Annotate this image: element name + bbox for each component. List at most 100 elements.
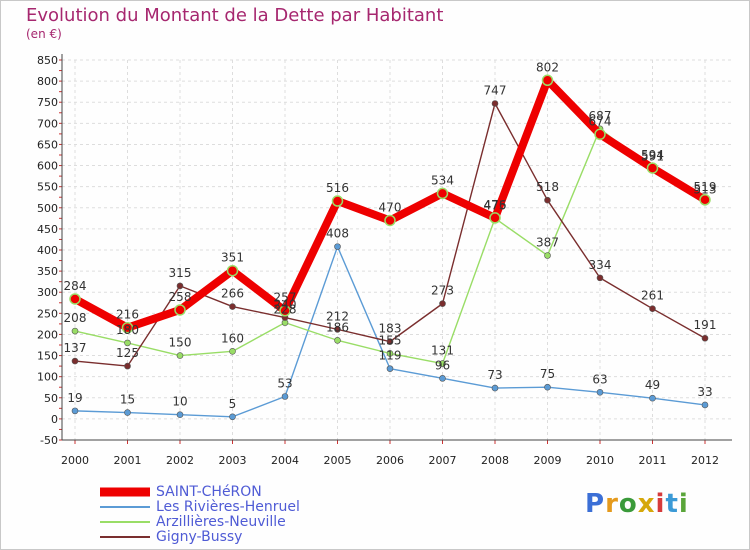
data-point [439,300,446,307]
data-label: 516 [326,181,349,195]
x-tick-label: 2001 [114,454,142,467]
proxiti-logo: Proxiti [585,489,689,519]
y-tick-label: 750 [37,96,58,109]
data-label: 261 [641,289,664,303]
data-point [71,327,79,335]
chart-subtitle: (en €) [26,27,62,41]
data-point [174,304,186,316]
data-label: 273 [431,284,454,298]
data-label: 315 [169,266,192,280]
y-tick-label: 550 [37,181,58,194]
data-point [544,252,551,259]
data-point [541,74,554,87]
legend-label-saint-cheron: SAINT-CHéRON [156,484,262,500]
data-point [594,128,606,141]
data-point [71,357,79,365]
x-tick-label: 2003 [219,454,247,467]
data-point [331,195,344,207]
x-tick-label: 2009 [534,454,562,467]
logo-letter: o [618,489,638,519]
data-point [71,407,79,415]
data-label: 183 [379,322,402,336]
y-tick-label: 300 [37,286,58,299]
data-point [436,187,449,200]
data-label: 160 [221,331,244,345]
y-tick-label: 100 [37,371,58,384]
data-point [279,305,291,317]
data-label: 212 [326,309,349,323]
legend-label-les-rivieres-henruel: Les Rivières-Henruel [156,499,300,515]
data-point [646,162,659,174]
data-point [124,362,131,370]
data-label: 518 [536,180,559,194]
y-tick-label: 400 [37,244,58,257]
data-point [386,350,394,357]
data-point [439,360,446,367]
legend-swatch-0 [100,487,150,497]
data-label: 687 [589,109,612,123]
data-point [124,409,131,416]
data-label: 150 [169,336,192,350]
data-label: 534 [431,173,454,187]
data-point [701,334,709,342]
x-tick-label: 2008 [481,454,509,467]
data-point [281,393,289,400]
y-tick-label: 50 [44,392,58,405]
data-label: 180 [116,323,139,337]
logo-letter: P [585,489,606,519]
data-label: 476 [484,198,507,212]
data-label: 191 [694,318,717,332]
data-point [489,212,501,224]
x-tick-label: 2012 [691,454,719,467]
data-point [439,375,446,382]
data-label: 131 [431,344,454,358]
data-point [124,339,131,347]
data-point [596,274,604,282]
data-label: 19 [67,391,82,405]
logo-letter: i [678,489,689,519]
data-point [701,401,709,409]
data-label: 240 [274,298,297,312]
data-point [491,100,499,107]
data-point [229,413,236,421]
data-point [69,293,81,305]
y-tick-label: 650 [37,138,58,151]
data-label: 594 [641,148,664,162]
data-label: 228 [274,303,297,317]
data-label: 591 [641,149,664,163]
y-tick-label: 0 [51,413,58,426]
data-point [334,243,341,250]
data-label: 747 [484,83,507,97]
data-label: 470 [379,200,402,214]
y-tick-label: 450 [37,223,58,236]
x-tick-label: 2006 [376,454,404,467]
legend-swatch-3 [100,536,150,538]
y-tick-label: 500 [37,202,58,215]
y-tick-label: 850 [37,54,58,67]
data-label: 49 [645,378,660,392]
data-point [699,194,711,206]
data-label: 10 [172,395,187,409]
data-label: 125 [116,346,139,360]
data-label: 674 [589,114,612,128]
data-label: 53 [277,377,292,391]
y-tick-label: 700 [37,117,58,130]
data-label: 75 [540,367,555,381]
data-point [121,321,134,334]
data-label: 351 [221,251,244,265]
data-point [649,394,656,402]
x-tick-label: 2000 [61,454,89,467]
y-tick-label: 150 [37,350,58,363]
data-label: 802 [536,60,559,74]
data-point [176,411,184,418]
data-label: 258 [169,290,192,304]
logo-letter: i [655,489,666,519]
data-label: 186 [326,320,349,334]
legend-label-gigny-bussy: Gigny-Bussy [156,529,243,545]
data-label: 387 [536,235,559,249]
y-tick-label: 250 [37,307,58,320]
data-label: 33 [697,385,712,399]
x-tick-label: 2005 [324,454,352,467]
data-point [544,196,551,204]
data-label: 15 [120,393,135,407]
